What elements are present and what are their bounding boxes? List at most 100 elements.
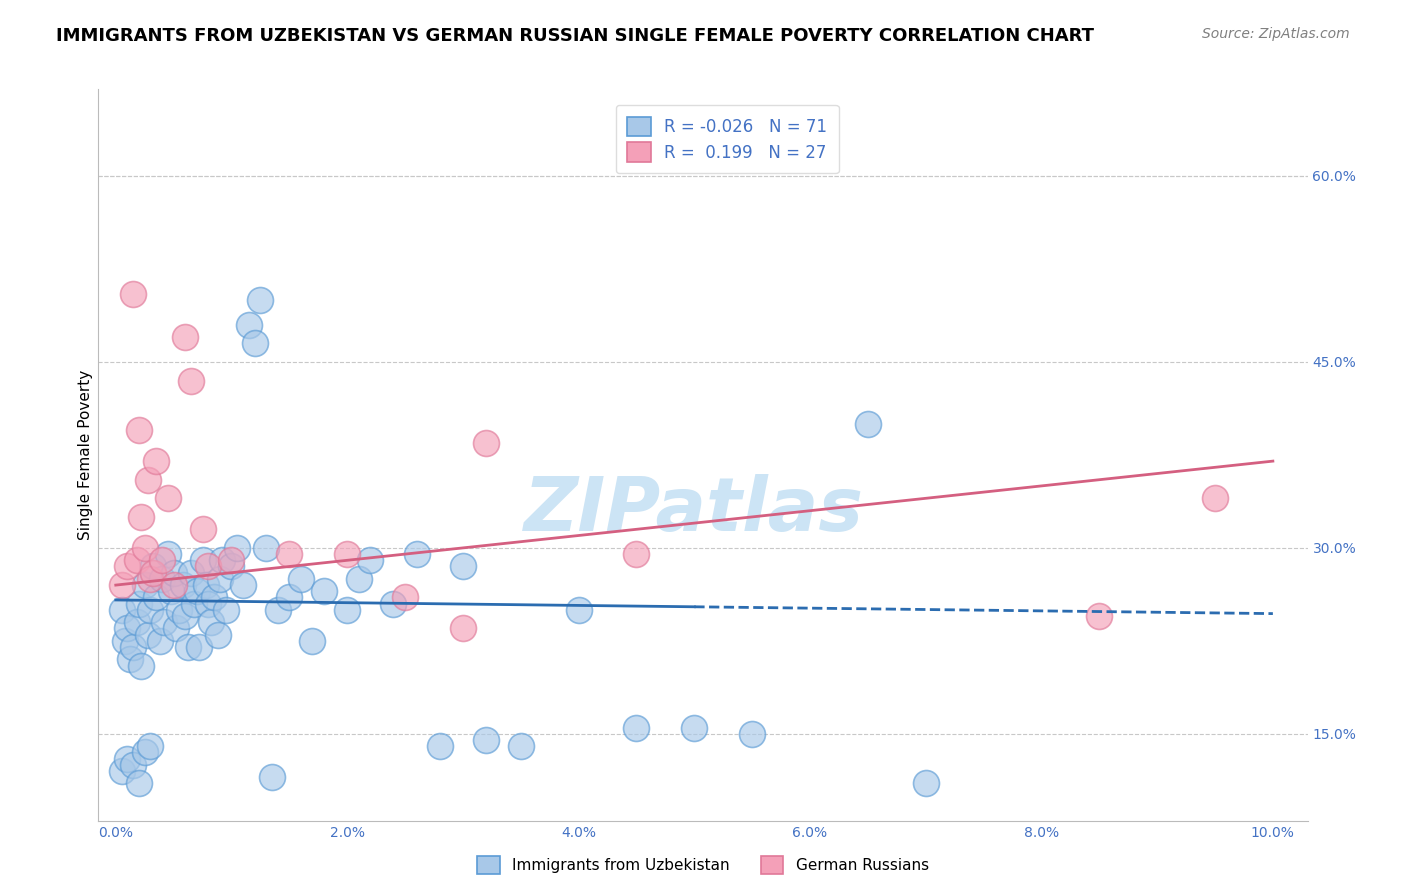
Point [139,603,162,617]
Legend: R = -0.026   N = 71, R =  0.199   N = 27: R = -0.026 N = 71, R = 0.199 N = 27 [616,105,839,173]
Point [221,553,243,567]
Legend: Immigrants from Uzbekistan, German Russians: Immigrants from Uzbekistan, German Russi… [471,850,935,880]
Point [260,770,283,784]
Point [118,652,141,666]
Point [405,547,427,561]
Point [142,559,165,574]
Point [122,757,145,772]
Point [267,603,290,617]
Point [429,739,451,754]
Point [290,572,312,586]
Point [136,628,159,642]
Point [128,597,150,611]
Point [1088,609,1111,624]
Point [180,374,202,388]
Point [142,566,165,580]
Point [301,633,323,648]
Point [128,776,150,790]
Point [183,597,205,611]
Y-axis label: Single Female Poverty: Single Female Poverty [77,370,93,540]
Point [153,615,176,630]
Point [176,640,198,654]
Point [169,603,191,617]
Point [149,633,172,648]
Point [914,776,936,790]
Point [129,509,152,524]
Point [186,584,208,599]
Point [156,491,179,506]
Point [165,622,187,636]
Point [451,559,474,574]
Point [1204,491,1226,506]
Point [741,727,763,741]
Point [278,591,301,605]
Point [162,578,184,592]
Point [125,553,148,567]
Point [347,572,370,586]
Point [359,553,381,567]
Point [188,640,211,654]
Point [191,522,214,536]
Point [312,584,335,599]
Point [475,435,498,450]
Point [207,628,229,642]
Point [191,553,214,567]
Point [208,572,231,586]
Point [125,615,148,630]
Point [150,553,173,567]
Point [129,658,152,673]
Point [172,578,194,592]
Point [134,746,156,760]
Point [110,764,132,778]
Point [174,609,197,624]
Point [856,417,879,431]
Point [211,553,233,567]
Point [215,603,238,617]
Text: IMMIGRANTS FROM UZBEKISTAN VS GERMAN RUSSIAN SINGLE FEMALE POVERTY CORRELATION C: IMMIGRANTS FROM UZBEKISTAN VS GERMAN RUS… [56,27,1094,45]
Point [249,293,271,307]
Point [683,721,706,735]
Point [122,286,145,301]
Point [221,559,243,574]
Point [232,578,254,592]
Text: Source: ZipAtlas.com: Source: ZipAtlas.com [1202,27,1350,41]
Point [568,603,591,617]
Point [139,739,162,754]
Point [117,752,139,766]
Point [110,603,132,617]
Point [160,584,183,599]
Point [110,578,132,592]
Point [150,572,173,586]
Point [195,578,218,592]
Point [134,578,156,592]
Point [156,547,179,561]
Point [117,559,139,574]
Point [197,559,219,574]
Point [136,473,159,487]
Point [117,622,139,636]
Point [134,541,156,555]
Point [626,721,648,735]
Point [200,615,222,630]
Point [243,336,266,351]
Point [226,541,249,555]
Point [278,547,301,561]
Text: ZIPatlas: ZIPatlas [524,475,865,547]
Point [254,541,277,555]
Point [451,622,474,636]
Point [336,547,359,561]
Point [509,739,531,754]
Point [202,591,225,605]
Point [114,633,136,648]
Point [336,603,359,617]
Point [238,318,260,332]
Point [180,566,202,580]
Point [139,572,162,586]
Point [174,330,197,344]
Point [145,454,167,468]
Point [122,640,145,654]
Point [145,591,167,605]
Point [394,591,416,605]
Point [382,597,405,611]
Point [197,597,219,611]
